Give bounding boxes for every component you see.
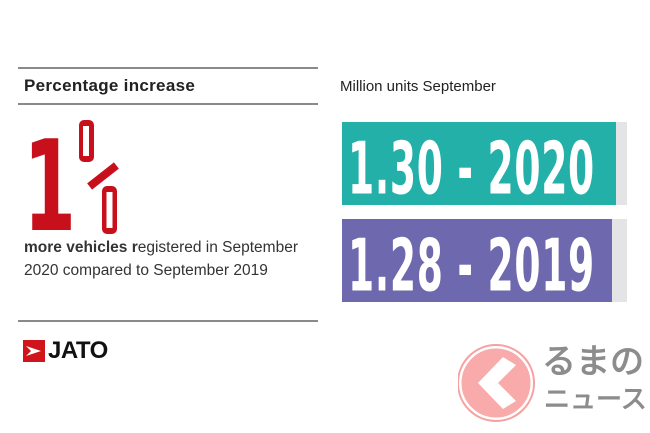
- big-percentage: 1: [23, 115, 119, 236]
- description: more vehicles registered in September 20…: [24, 236, 314, 282]
- bar-label-2019: 1.28 - 2019: [348, 223, 595, 308]
- kurumanonews-watermark: るまの ニュース: [457, 342, 648, 423]
- panel-title: Percentage increase: [24, 76, 196, 95]
- watermark-text-1: るまの: [542, 342, 644, 382]
- bar-2020: 1.30 - 2020: [342, 122, 617, 211]
- jato-flag-icon: [23, 340, 45, 362]
- watermark-text-2: ニュース: [544, 385, 647, 415]
- jato-logo-text: JATO: [48, 337, 108, 364]
- divider-title: [18, 103, 318, 105]
- description-bold: more vehicles r: [24, 239, 138, 256]
- bar-2019: 1.28 - 2019: [342, 219, 613, 308]
- divider-top: [18, 67, 318, 69]
- jato-logo: JATO: [23, 337, 108, 364]
- divider-bottom: [18, 320, 318, 322]
- bar-label-2020: 1.30 - 2020: [348, 126, 595, 211]
- chart-title: Million units September: [340, 78, 496, 95]
- bar-track-2019: 1.28 - 2019: [342, 219, 627, 308]
- percent-sign: [79, 120, 119, 234]
- description-text: egistered in September 2020 compared to …: [24, 239, 298, 279]
- bar-track-2020: 1.30 - 2020: [342, 122, 627, 211]
- watermark-logo-icon: [457, 344, 535, 422]
- big-value: 1: [23, 115, 76, 236]
